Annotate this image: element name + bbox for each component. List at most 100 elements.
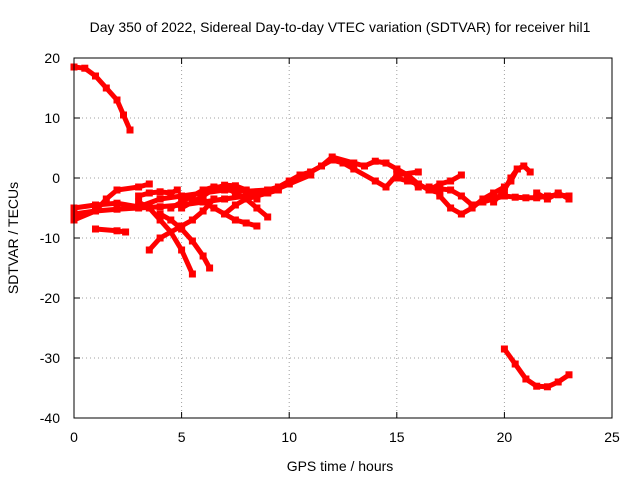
data-point [156, 210, 164, 218]
data-point [92, 207, 99, 215]
data-point [178, 192, 186, 200]
data-point [350, 159, 358, 167]
data-point [231, 189, 239, 197]
y-tick-label: 10 [44, 110, 60, 126]
data-point [199, 192, 207, 200]
data-point [526, 168, 534, 176]
data-point [113, 205, 121, 213]
data-point [447, 177, 455, 185]
data-point [178, 225, 186, 233]
data-point [102, 84, 110, 92]
data-point [554, 378, 562, 386]
data-point [425, 183, 433, 191]
data-point [167, 216, 175, 224]
data-point [468, 204, 476, 212]
data-point [285, 180, 293, 188]
data-point [393, 165, 401, 173]
data-point [513, 165, 521, 173]
series-arc-21 [534, 190, 572, 202]
data-point [92, 225, 99, 233]
x-tick-label: 0 [70, 429, 78, 445]
data-point [328, 156, 336, 164]
data-point [500, 186, 508, 194]
y-tick-label: -10 [40, 230, 60, 246]
data-point [188, 216, 196, 224]
data-point [511, 193, 519, 201]
data-point [242, 195, 250, 203]
data-point [135, 183, 143, 191]
data-point [242, 219, 250, 227]
y-tick-label: -20 [40, 290, 60, 306]
data-point [520, 162, 528, 170]
data-point [436, 185, 444, 193]
data-point [113, 96, 121, 104]
data-point [221, 210, 229, 218]
data-point [490, 198, 498, 206]
data-point [135, 198, 143, 206]
data-point [206, 264, 214, 272]
data-point [210, 185, 218, 193]
data-point [145, 189, 153, 197]
data-point [156, 195, 164, 203]
data-point [382, 183, 390, 191]
data-point [102, 195, 110, 203]
data-point [490, 189, 498, 197]
x-tick-label: 20 [497, 429, 513, 445]
data-point [500, 192, 508, 200]
data-point [447, 204, 455, 212]
data-point [167, 204, 175, 212]
data-point [318, 162, 325, 170]
data-point [371, 157, 379, 165]
data-point [156, 203, 164, 211]
y-axis-label: SDTVAR / TECUs [5, 182, 21, 294]
data-point [188, 192, 196, 200]
data-point [554, 189, 562, 197]
grid [74, 58, 612, 418]
series-arc-5 [93, 226, 129, 235]
data-point [307, 168, 315, 176]
data-point [296, 171, 304, 179]
data-point [253, 204, 261, 212]
x-tick-label: 15 [389, 429, 405, 445]
data-point [167, 189, 175, 197]
data-point [173, 186, 181, 194]
data-point [565, 195, 573, 203]
data-point [92, 201, 99, 209]
data-point [156, 234, 164, 242]
data-point [253, 192, 261, 200]
y-tick-label: 0 [52, 170, 60, 186]
data-point [156, 188, 164, 196]
data-point [500, 345, 508, 353]
data-point [122, 228, 130, 236]
data-point [414, 168, 422, 176]
data-point [113, 199, 121, 207]
data-point [199, 207, 207, 215]
data-point [543, 383, 551, 391]
data-point [414, 180, 422, 188]
data-point [479, 195, 487, 203]
data-point [145, 246, 153, 254]
y-tick-label: -40 [40, 410, 60, 426]
data-point [436, 180, 444, 188]
data-point [382, 159, 390, 167]
data-point [178, 246, 186, 254]
x-tick-label: 5 [178, 429, 186, 445]
data-point [543, 195, 551, 203]
data-point [199, 198, 207, 206]
data-point [393, 174, 401, 182]
data-point [404, 171, 412, 179]
data-point [135, 204, 143, 212]
y-tick-label: -30 [40, 350, 60, 366]
data-point [242, 186, 250, 194]
data-point [231, 182, 239, 190]
data-point [210, 204, 218, 212]
data-point [210, 195, 218, 203]
data-point [522, 375, 530, 383]
data-point [404, 177, 412, 185]
data-point [199, 252, 207, 260]
x-tick-label: 10 [281, 429, 297, 445]
data-point [188, 198, 196, 206]
chart-title: Day 350 of 2022, Sidereal Day-to-day VTE… [90, 19, 591, 35]
data-point [533, 194, 541, 202]
data-point [457, 171, 465, 179]
